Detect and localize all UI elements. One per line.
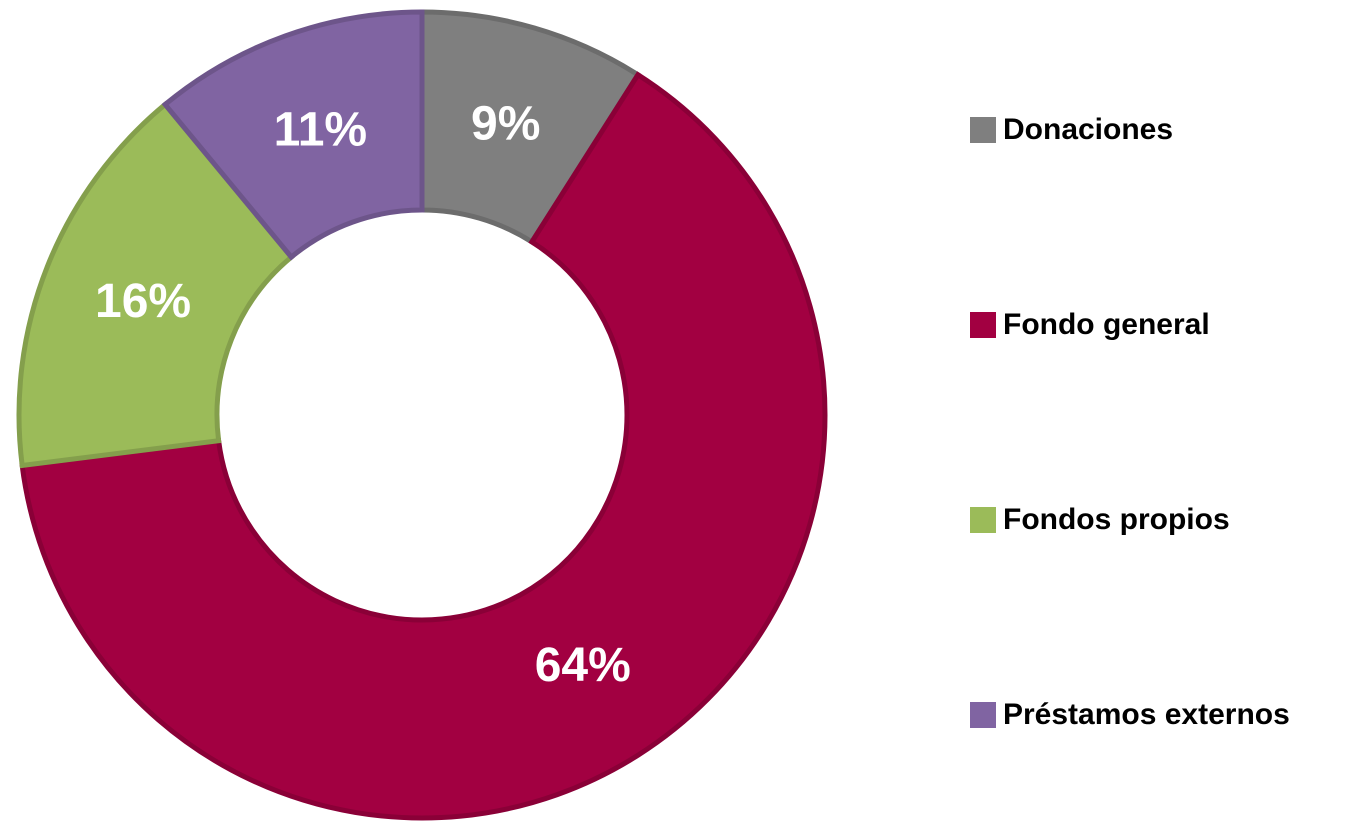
donut-slice: [16, 100, 295, 469]
data-label: 64%: [535, 639, 631, 692]
legend-label: Fondo general: [1003, 308, 1210, 341]
legend-label: Fondos propios: [1003, 503, 1230, 536]
legend-label: Préstamos externos: [1003, 698, 1290, 731]
data-label: 11%: [274, 103, 367, 156]
legend-swatch: [970, 507, 996, 533]
legend-swatch: [970, 702, 996, 728]
legend-swatch: [970, 117, 996, 143]
donut-slice: [161, 9, 425, 261]
donut-slice: [19, 71, 828, 821]
legend-label: Donaciones: [1003, 113, 1173, 146]
legend-swatch: [970, 312, 996, 338]
data-label: 9%: [471, 98, 540, 151]
data-label: 16%: [95, 275, 191, 328]
